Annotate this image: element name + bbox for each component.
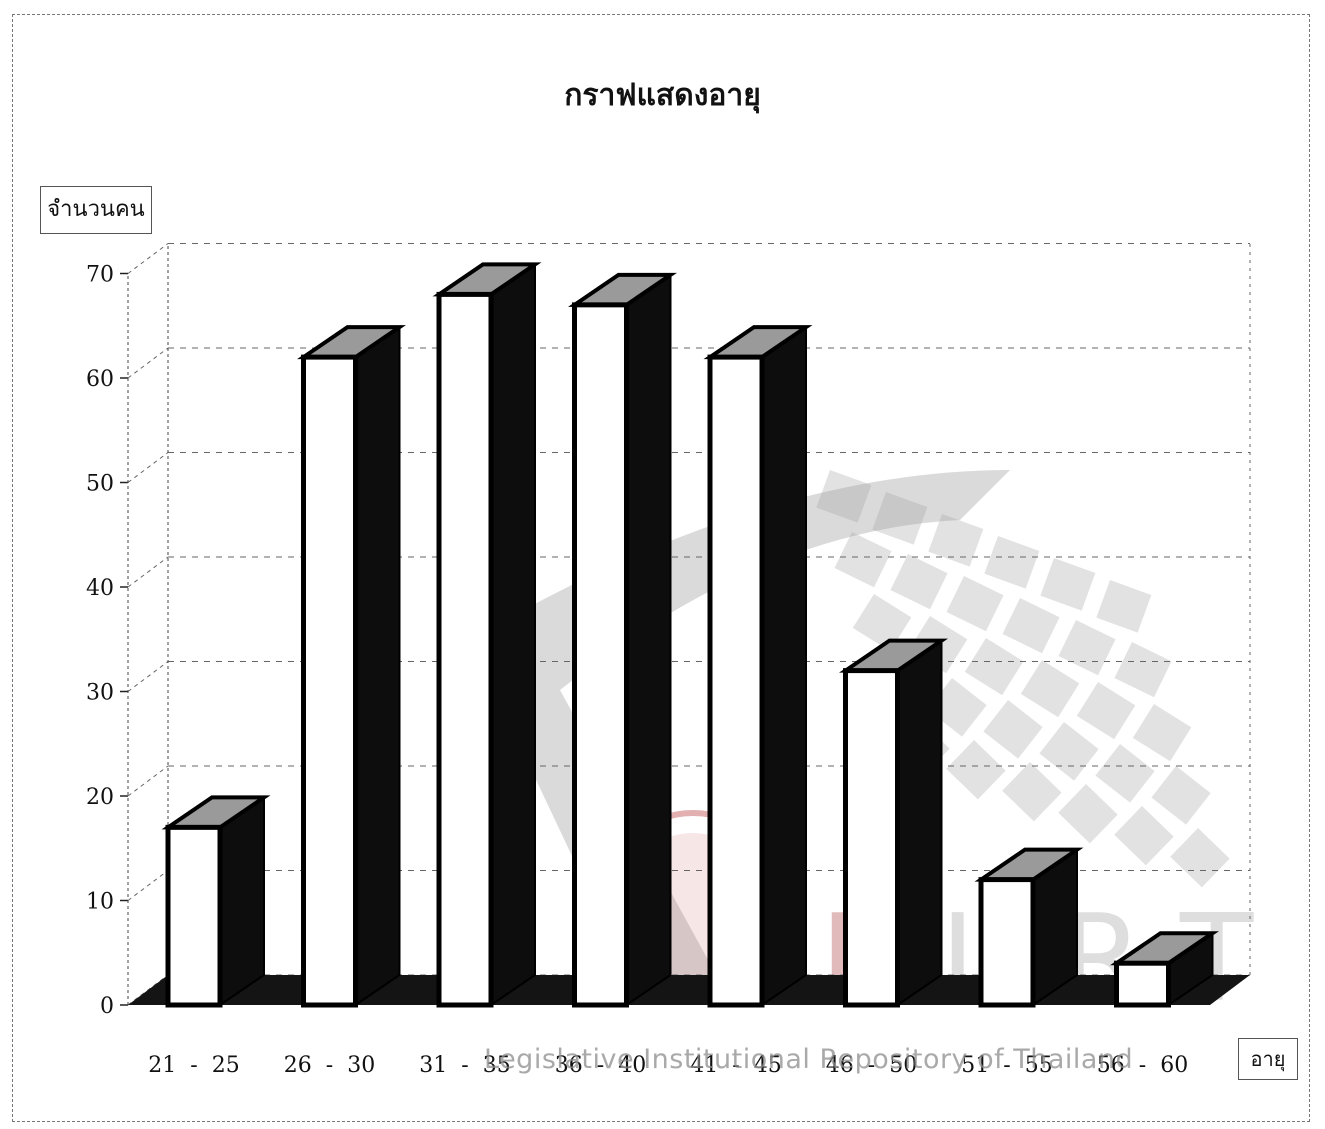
y-tick-label: 20 (86, 785, 114, 810)
watermark-tile (984, 536, 1040, 589)
bar-front (1114, 960, 1171, 1008)
watermark-tile (1170, 827, 1230, 888)
bar-front (301, 354, 358, 1008)
bar-5 (839, 638, 948, 1008)
bar-side (896, 638, 943, 1007)
bar-side (354, 325, 401, 1007)
bars (161, 262, 1219, 1008)
gridline-diagonal (127, 347, 169, 379)
bar-side (219, 795, 265, 1007)
bar-7 (1110, 931, 1219, 1008)
x-tick-label: 41 - 45 (690, 1053, 781, 1078)
bar-side (761, 325, 807, 1007)
watermark-tile (872, 492, 928, 545)
x-tick-label: 21 - 25 (148, 1053, 239, 1078)
gridline-diagonal (127, 243, 169, 274)
watermark-tile (1132, 704, 1192, 762)
watermark-tile (964, 637, 1024, 696)
bar-6 (974, 847, 1084, 1008)
bar-side (490, 262, 536, 1007)
watermark-tile (1040, 558, 1096, 611)
watermark-text: Legislative Institutional Repository of … (484, 1044, 1134, 1075)
bar-4 (703, 325, 813, 1008)
gridline-diagonal (127, 870, 169, 901)
x-tick-label: 26 - 30 (284, 1053, 375, 1078)
y-tick-label: 0 (100, 994, 114, 1019)
x-axis-label: อายุ (1238, 1038, 1298, 1080)
bar-front (707, 354, 765, 1008)
watermark-tile (816, 470, 872, 523)
watermark-tile (1002, 761, 1062, 822)
watermark-tile (1114, 642, 1172, 698)
gridline-diagonal (127, 452, 169, 483)
y-tick-label: 70 (86, 263, 114, 288)
watermark-tile (890, 553, 948, 610)
watermark-tile (946, 740, 1006, 800)
bar-front (572, 302, 629, 1008)
x-tick-label: 31 - 35 (419, 1053, 510, 1078)
x-tick-labels: 21 - 25 26 - 30 31 - 35 36 - 40 41 - 45 46 - … (148, 1053, 1188, 1078)
watermark-tile (834, 532, 892, 588)
y-tick-label: 50 (86, 472, 114, 497)
gridline-diagonal (127, 765, 169, 797)
x-tick-label: 51 - 55 (961, 1053, 1052, 1078)
watermark-letter: I (940, 890, 975, 1029)
y-tick-label: 40 (86, 576, 114, 601)
y-axis-label: จำนวนคน (40, 186, 152, 234)
watermark-tile (1039, 722, 1099, 781)
x-tick-label: 36 - 40 (555, 1053, 646, 1078)
y-tick-label: 30 (86, 681, 114, 706)
watermark-tile (1002, 598, 1060, 654)
bar-0 (161, 795, 271, 1008)
chart-frame (12, 14, 1310, 1122)
watermark-tile (1095, 744, 1155, 803)
watermark-tile (852, 594, 912, 652)
x-tick-label: 46 - 50 (826, 1053, 917, 1078)
watermark-tile (1020, 660, 1080, 718)
watermark-tile (946, 576, 1004, 632)
x-tick-label: 56 - 60 (1097, 1053, 1188, 1078)
watermark-tile (1058, 783, 1118, 844)
watermark-tile (1114, 805, 1174, 866)
watermark-tile (928, 514, 984, 567)
bar-1 (297, 325, 406, 1008)
bar-side (625, 272, 672, 1007)
chart-floor-plane (128, 975, 1250, 1005)
bar-2 (432, 262, 542, 1008)
bar-front (978, 877, 1036, 1008)
bar-front (436, 291, 494, 1008)
watermark-tile (1058, 620, 1116, 676)
chart-floor (128, 975, 1250, 1005)
watermark-tile (1096, 580, 1152, 633)
bar-3 (568, 272, 677, 1008)
gridline-diagonal (127, 556, 169, 588)
y-tick-labels: 0 10 20 30 40 50 60 70 (86, 263, 114, 1020)
chart-title: กราฟแสดงอายุ (564, 78, 761, 113)
watermark-tile (1076, 681, 1136, 740)
gridline-diagonal (127, 661, 169, 692)
bar-front (843, 668, 900, 1008)
y-tick-label: 60 (86, 367, 114, 392)
watermark-tile (1151, 766, 1211, 825)
watermark-tile (983, 700, 1043, 759)
y-tick-label: 10 (86, 890, 114, 915)
bar-front (165, 824, 223, 1008)
